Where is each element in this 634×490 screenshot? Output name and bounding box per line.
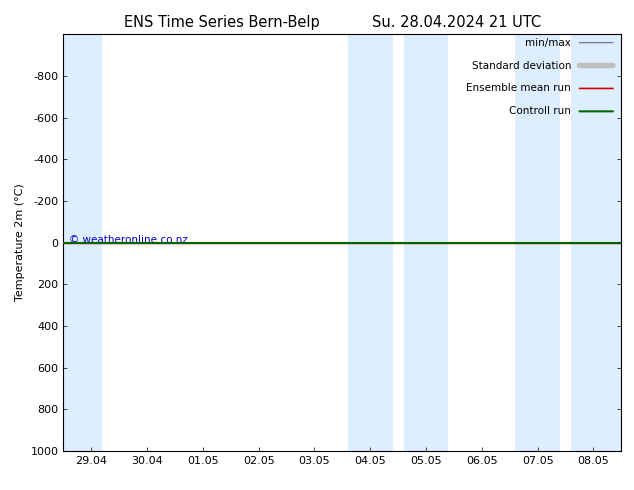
Bar bbox=[63, 34, 103, 451]
Bar bbox=[571, 34, 621, 451]
Text: Ensemble mean run: Ensemble mean run bbox=[467, 83, 571, 94]
Text: © weatheronline.co.nz: © weatheronline.co.nz bbox=[69, 236, 188, 245]
Bar bbox=[348, 34, 392, 451]
Text: Controll run: Controll run bbox=[509, 106, 571, 116]
Text: Standard deviation: Standard deviation bbox=[472, 61, 571, 71]
Text: min/max: min/max bbox=[525, 38, 571, 48]
Text: Su. 28.04.2024 21 UTC: Su. 28.04.2024 21 UTC bbox=[372, 15, 541, 30]
Y-axis label: Temperature 2m (°C): Temperature 2m (°C) bbox=[15, 184, 25, 301]
Bar bbox=[404, 34, 448, 451]
Bar bbox=[515, 34, 560, 451]
Text: ENS Time Series Bern-Belp: ENS Time Series Bern-Belp bbox=[124, 15, 320, 30]
